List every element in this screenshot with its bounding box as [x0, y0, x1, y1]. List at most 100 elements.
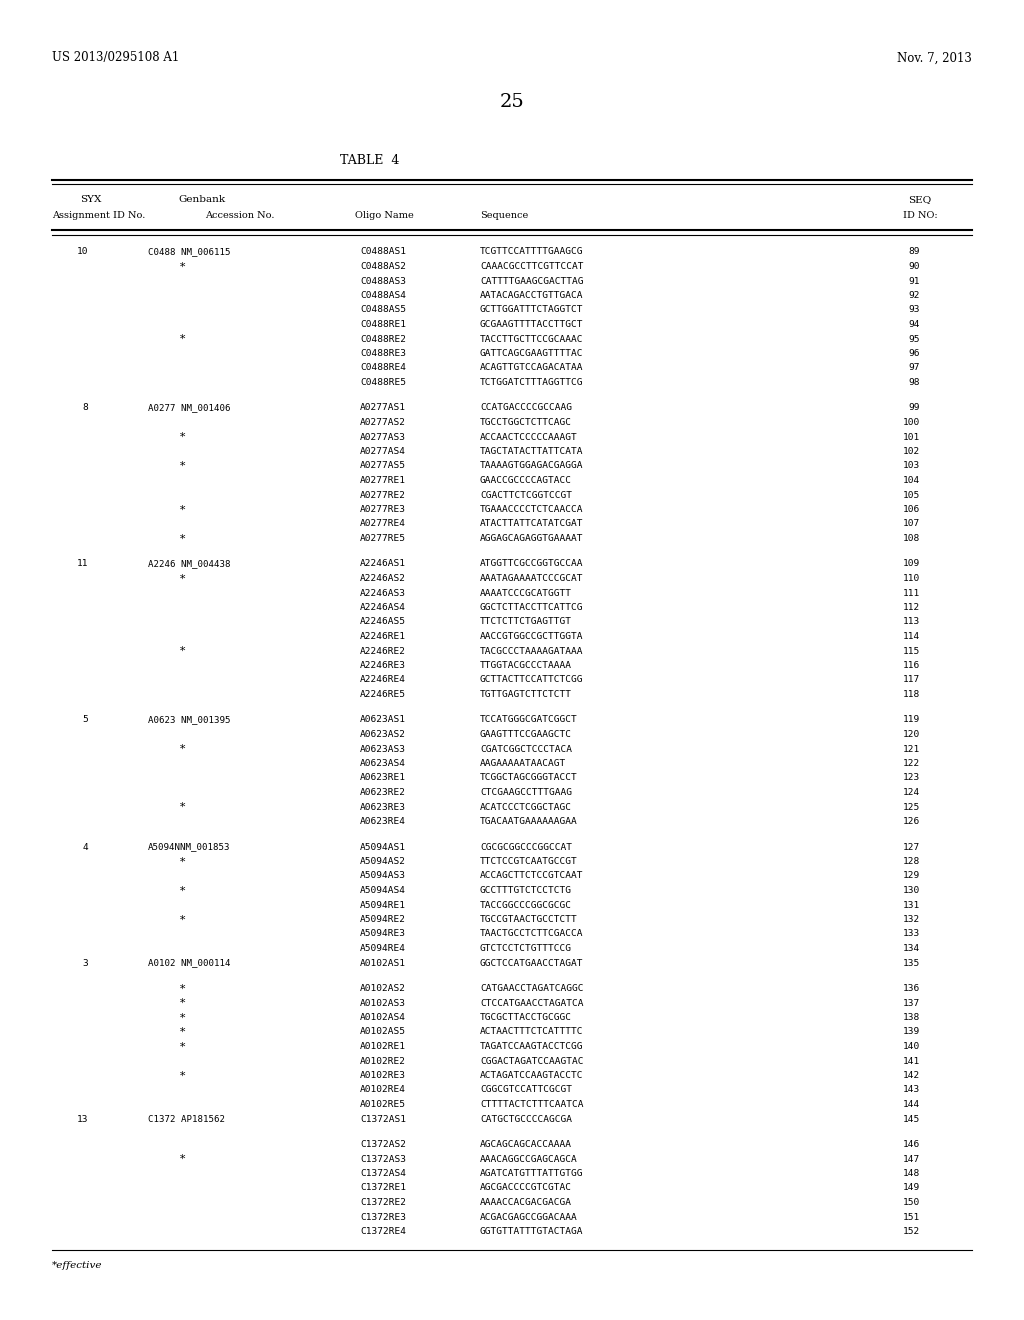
Text: AGCGACCCCGTCGTAC: AGCGACCCCGTCGTAC: [480, 1184, 572, 1192]
Text: *: *: [180, 915, 185, 924]
Text: TABLE  4: TABLE 4: [340, 153, 399, 166]
Text: CGCGCGGCCCGGCCAT: CGCGCGGCCCGGCCAT: [480, 842, 572, 851]
Text: *: *: [180, 533, 185, 544]
Text: 112: 112: [903, 603, 920, 612]
Text: TTCTCTTCTGAGTTGT: TTCTCTTCTGAGTTGT: [480, 618, 572, 627]
Text: 96: 96: [908, 348, 920, 358]
Text: *: *: [180, 744, 185, 754]
Text: 139: 139: [903, 1027, 920, 1036]
Text: *: *: [180, 261, 185, 272]
Text: 145: 145: [903, 1114, 920, 1123]
Text: GAAGTTTCCGAAGCTC: GAAGTTTCCGAAGCTC: [480, 730, 572, 739]
Text: A2246AS2: A2246AS2: [360, 574, 406, 583]
Text: 149: 149: [903, 1184, 920, 1192]
Text: CATGCTGCCCCAGCGA: CATGCTGCCCCAGCGA: [480, 1114, 572, 1123]
Text: *: *: [180, 1012, 185, 1023]
Text: A0102AS3: A0102AS3: [360, 998, 406, 1007]
Text: C0488AS1: C0488AS1: [360, 248, 406, 256]
Text: C1372AS4: C1372AS4: [360, 1170, 406, 1177]
Text: C0488RE5: C0488RE5: [360, 378, 406, 387]
Text: 120: 120: [903, 730, 920, 739]
Text: 151: 151: [903, 1213, 920, 1221]
Text: A0102AS2: A0102AS2: [360, 983, 406, 993]
Text: A0277RE1: A0277RE1: [360, 477, 406, 484]
Text: 114: 114: [903, 632, 920, 642]
Text: 125: 125: [903, 803, 920, 812]
Text: C1372AS3: C1372AS3: [360, 1155, 406, 1163]
Text: ATGGTTCGCCGGTGCCAA: ATGGTTCGCCGGTGCCAA: [480, 560, 584, 569]
Text: 11: 11: [77, 560, 88, 569]
Text: AATACAGACCTGTTGACA: AATACAGACCTGTTGACA: [480, 290, 584, 300]
Text: A0277AS3: A0277AS3: [360, 433, 406, 441]
Text: 132: 132: [903, 915, 920, 924]
Text: 89: 89: [908, 248, 920, 256]
Text: A2246RE2: A2246RE2: [360, 647, 406, 656]
Text: CGATCGGCTCCCTACA: CGATCGGCTCCCTACA: [480, 744, 572, 754]
Text: C0488 NM_006115: C0488 NM_006115: [148, 248, 230, 256]
Text: C0488AS2: C0488AS2: [360, 261, 406, 271]
Text: 104: 104: [903, 477, 920, 484]
Text: CTCCATGAACCTAGATCA: CTCCATGAACCTAGATCA: [480, 998, 584, 1007]
Text: 98: 98: [908, 378, 920, 387]
Text: 13: 13: [77, 1114, 88, 1123]
Text: AACCGTGGCCGCTTGGTA: AACCGTGGCCGCTTGGTA: [480, 632, 584, 642]
Text: 133: 133: [903, 929, 920, 939]
Text: 25: 25: [500, 92, 524, 111]
Text: A0102AS1: A0102AS1: [360, 958, 406, 968]
Text: *: *: [180, 857, 185, 866]
Text: 121: 121: [903, 744, 920, 754]
Text: TTCTCCGTCAATGCCGT: TTCTCCGTCAATGCCGT: [480, 857, 578, 866]
Text: 118: 118: [903, 690, 920, 700]
Text: A0102RE1: A0102RE1: [360, 1041, 406, 1051]
Text: AGATCATGTTTATTGTGG: AGATCATGTTTATTGTGG: [480, 1170, 584, 1177]
Text: CGGACTAGATCCAAGTAC: CGGACTAGATCCAAGTAC: [480, 1056, 584, 1065]
Text: A0277AS5: A0277AS5: [360, 462, 406, 470]
Text: C1372RE4: C1372RE4: [360, 1228, 406, 1236]
Text: TCTGGATCTTTAGGTTCG: TCTGGATCTTTAGGTTCG: [480, 378, 584, 387]
Text: A0623AS4: A0623AS4: [360, 759, 406, 768]
Text: A0623RE4: A0623RE4: [360, 817, 406, 826]
Text: 117: 117: [903, 676, 920, 685]
Text: C0488RE1: C0488RE1: [360, 319, 406, 329]
Text: ACCAACTCCCCCAAAGT: ACCAACTCCCCCAAAGT: [480, 433, 578, 441]
Text: 10: 10: [77, 248, 88, 256]
Text: 5: 5: [82, 715, 88, 725]
Text: *: *: [180, 461, 185, 471]
Text: A0623AS3: A0623AS3: [360, 744, 406, 754]
Text: CAAACGCCTTCGTTCCAT: CAAACGCCTTCGTTCCAT: [480, 261, 584, 271]
Text: 103: 103: [903, 462, 920, 470]
Text: A0102AS5: A0102AS5: [360, 1027, 406, 1036]
Text: AGGAGCAGAGGTGAAAAT: AGGAGCAGAGGTGAAAAT: [480, 535, 584, 543]
Text: GGCTCTTACCTTCATTCG: GGCTCTTACCTTCATTCG: [480, 603, 584, 612]
Text: TGACAATGAAAAAAGAA: TGACAATGAAAAAAGAA: [480, 817, 578, 826]
Text: 93: 93: [908, 305, 920, 314]
Text: TCGGCTAGCGGGTACCT: TCGGCTAGCGGGTACCT: [480, 774, 578, 783]
Text: 141: 141: [903, 1056, 920, 1065]
Text: 8: 8: [82, 404, 88, 412]
Text: GCTTGGATTTCTAGGTCT: GCTTGGATTTCTAGGTCT: [480, 305, 584, 314]
Text: 110: 110: [903, 574, 920, 583]
Text: ID NO:: ID NO:: [903, 211, 937, 220]
Text: 108: 108: [903, 535, 920, 543]
Text: A0277RE3: A0277RE3: [360, 506, 406, 513]
Text: GGTGTTATTTGTACTAGA: GGTGTTATTTGTACTAGA: [480, 1228, 584, 1236]
Text: *effective: *effective: [52, 1262, 102, 1270]
Text: A0102RE3: A0102RE3: [360, 1071, 406, 1080]
Text: 142: 142: [903, 1071, 920, 1080]
Text: 127: 127: [903, 842, 920, 851]
Text: C0488RE2: C0488RE2: [360, 334, 406, 343]
Text: 94: 94: [908, 319, 920, 329]
Text: TGTTGAGTCTTCTCTT: TGTTGAGTCTTCTCTT: [480, 690, 572, 700]
Text: A0277AS1: A0277AS1: [360, 404, 406, 412]
Text: TACCTTGCTTCCGCAAAC: TACCTTGCTTCCGCAAAC: [480, 334, 584, 343]
Text: TAACTGCCTCTTCGACCA: TAACTGCCTCTTCGACCA: [480, 929, 584, 939]
Text: 115: 115: [903, 647, 920, 656]
Text: GCCTTTGTCTCCTCTG: GCCTTTGTCTCCTCTG: [480, 886, 572, 895]
Text: 128: 128: [903, 857, 920, 866]
Text: 135: 135: [903, 958, 920, 968]
Text: A0623RE2: A0623RE2: [360, 788, 406, 797]
Text: 106: 106: [903, 506, 920, 513]
Text: A0277AS4: A0277AS4: [360, 447, 406, 455]
Text: 122: 122: [903, 759, 920, 768]
Text: TTGGTACGCCCTAAAA: TTGGTACGCCCTAAAA: [480, 661, 572, 671]
